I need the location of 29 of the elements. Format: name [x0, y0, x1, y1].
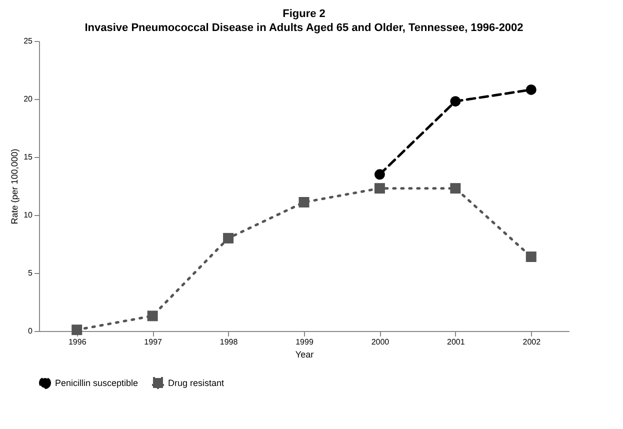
x-tick-label: 2000 [371, 338, 390, 346]
point [298, 196, 310, 208]
y-tick-label: 10 [24, 210, 34, 220]
x-tick-label: 1996 [68, 338, 87, 346]
x-tick-label: 2002 [522, 338, 542, 346]
y-tick-label: 20 [24, 94, 34, 104]
x-tick-label: 1999 [296, 338, 314, 346]
point [450, 96, 461, 107]
chart-title: Figure 2 [282, 8, 326, 20]
y-axis-title: Rate (per 100,000) [10, 148, 20, 224]
point [223, 232, 234, 244]
chart-subtitle: Invasive Pneumococcal Disease in Adults Aged 65 and Older, Tennessee, 1996-2002 [84, 22, 524, 34]
x-tick-label: 1997 [144, 338, 163, 346]
y-tick-label: 5 [28, 268, 34, 278]
x-axis-title: Year [295, 350, 314, 360]
point [526, 252, 536, 262]
point [450, 183, 461, 194]
y-tick-label: 0 [28, 326, 34, 336]
y-tick-label: 25 [24, 36, 34, 46]
legend-label: Drug resistant [168, 378, 225, 388]
legend-label: Penicillin susceptible [55, 378, 138, 388]
point [374, 169, 385, 180]
point [526, 84, 536, 95]
y-tick-label: 15 [24, 152, 34, 162]
point [374, 183, 385, 194]
point [72, 324, 82, 336]
x-tick-label: 1998 [220, 338, 238, 346]
x-tick-label: 2001 [447, 338, 466, 346]
point [147, 310, 158, 322]
